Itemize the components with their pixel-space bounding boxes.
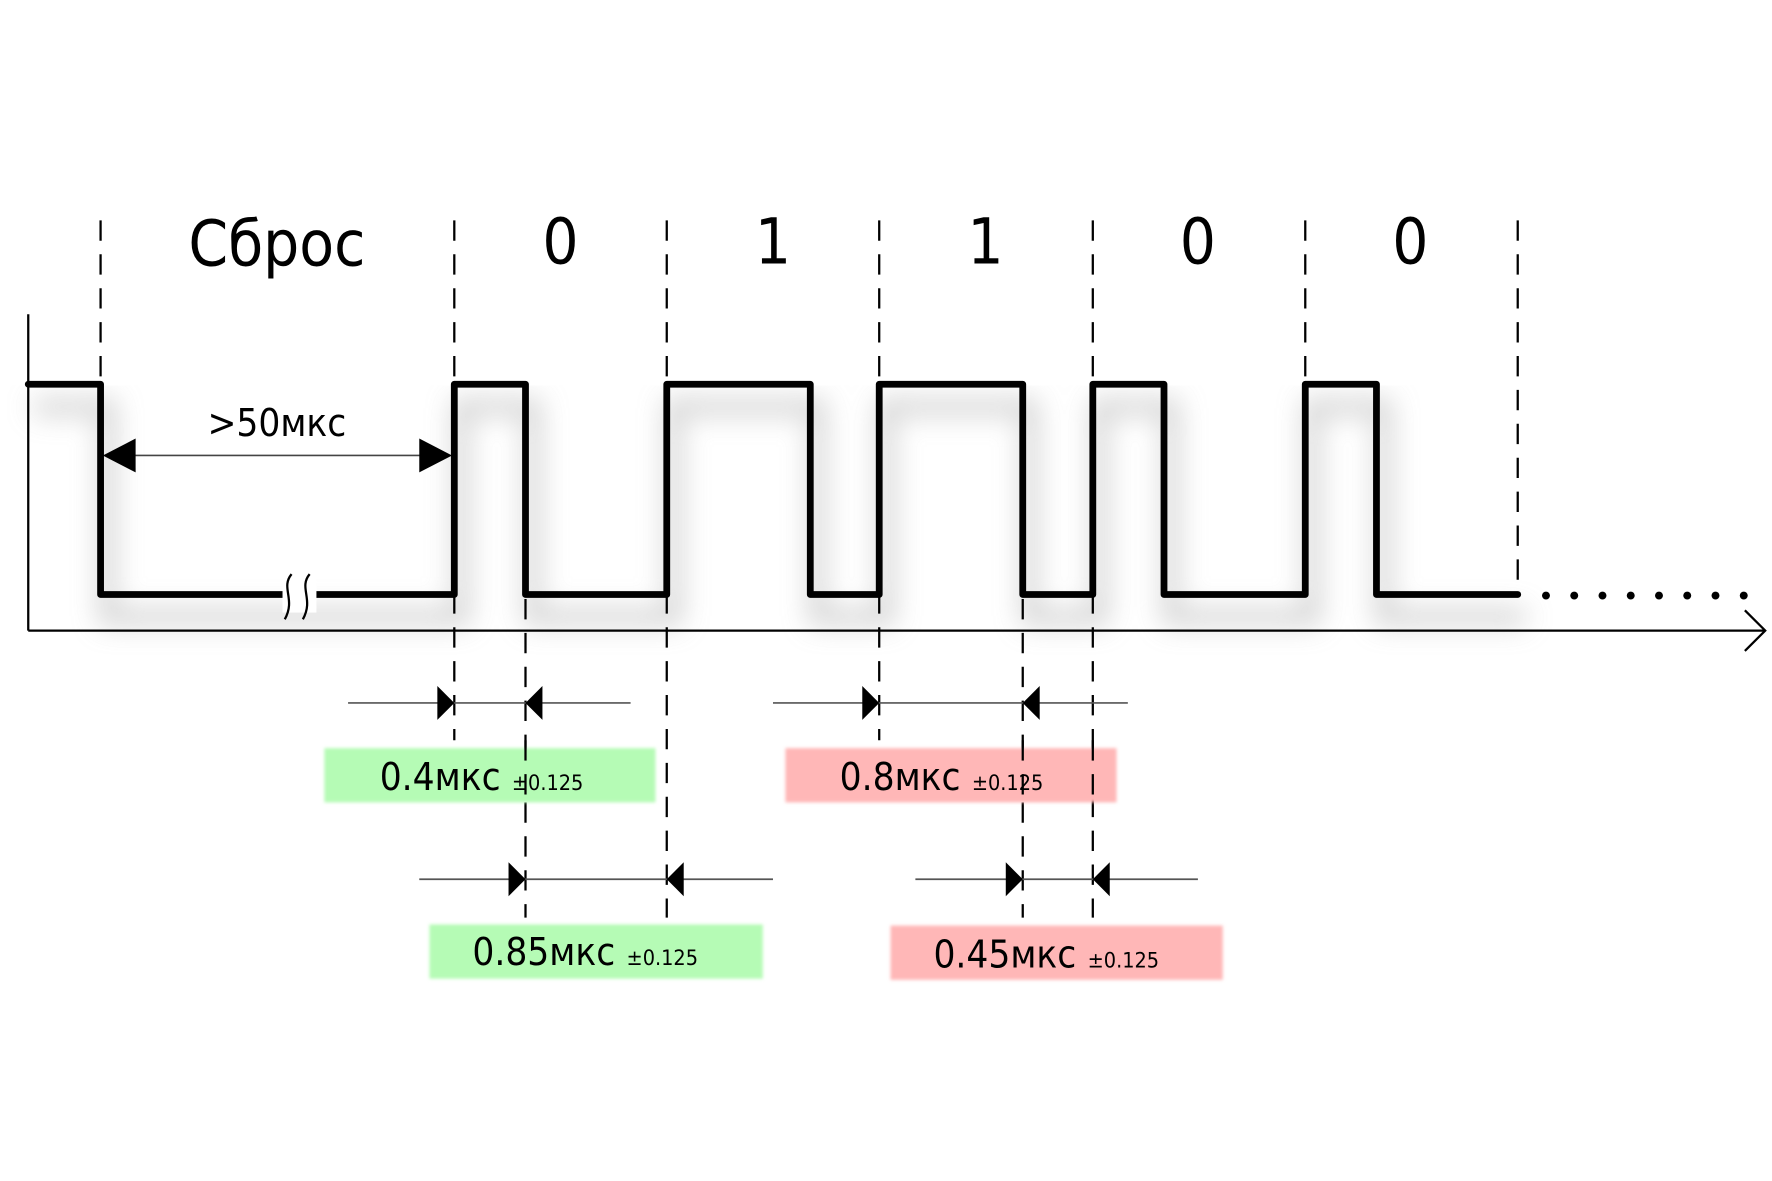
timing-tolerance: ±0.125 — [1088, 948, 1159, 973]
dimension-0.85 — [419, 862, 773, 897]
svg-text:0.4мкс±0.125: 0.4мкс ±0.125 — [380, 755, 584, 800]
reset-duration-label: >50мкс — [207, 401, 346, 446]
time-axis-arrow-icon — [1744, 609, 1767, 652]
bit-label: 0 — [542, 204, 578, 278]
bit-label: 1 — [967, 204, 1003, 278]
signal-waveform — [24, 380, 1522, 598]
svg-text:0.85мкс±0.125: 0.85мкс ±0.125 — [472, 930, 698, 975]
svg-text:0.8мкс±0.125: 0.8мкс ±0.125 — [840, 755, 1044, 800]
signal-shadow — [33, 398, 1526, 625]
timing-box-0.8: 0.8мкс ±0.125 — [785, 740, 1117, 803]
svg-text:0.45мкс±0.125: 0.45мкс ±0.125 — [933, 932, 1159, 977]
timing-tolerance: ±0.125 — [627, 946, 698, 971]
timing-box-0.4: 0.4мкс ±0.125 — [324, 740, 656, 803]
dimension-0.45 — [915, 862, 1198, 897]
reset-label: Сброс — [188, 207, 365, 281]
timing-tolerance: ±0.125 — [972, 771, 1043, 796]
break-mark-icon — [282, 573, 317, 620]
reset-duration-arrow — [102, 438, 453, 473]
timing-box-0.85: 0.85мкс ±0.125 — [429, 924, 763, 979]
timing-tolerance: ±0.125 — [512, 771, 583, 796]
timing-box-0.45: 0.45мкс ±0.125 — [890, 925, 1223, 980]
bit-label: 1 — [755, 204, 791, 278]
dimension-0.8 — [772, 685, 1128, 720]
timing-value: 0.45мкс — [933, 932, 1076, 977]
timing-value: 0.85мкс — [472, 930, 615, 975]
bit-label: 0 — [1392, 204, 1428, 278]
timing-value: 0.8мкс — [840, 755, 961, 800]
bit-label: 0 — [1180, 204, 1216, 278]
dimension-0.4 — [348, 685, 631, 720]
timing-value: 0.4мкс — [380, 755, 501, 800]
continuation-dots — [1542, 591, 1748, 600]
